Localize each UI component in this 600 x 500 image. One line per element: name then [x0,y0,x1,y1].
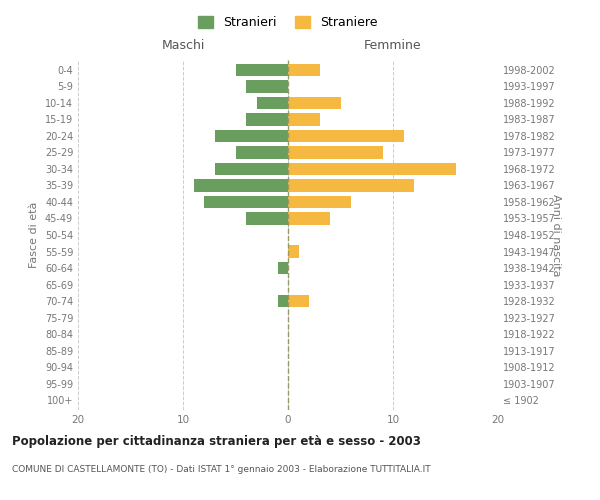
Bar [193,180,288,192]
Bar [246,80,288,92]
Legend: Stranieri, Straniere: Stranieri, Straniere [193,11,383,34]
Bar [215,163,288,175]
Bar [277,295,288,307]
Text: Maschi: Maschi [161,38,205,52]
Bar [277,262,288,274]
Bar [204,196,288,208]
Bar [257,96,288,109]
Text: Popolazione per cittadinanza straniera per età e sesso - 2003: Popolazione per cittadinanza straniera p… [12,435,421,448]
Bar [235,64,288,76]
Bar [246,113,288,126]
Bar [288,212,330,224]
Bar [288,163,456,175]
Y-axis label: Anni di nascita: Anni di nascita [551,194,561,276]
Text: Femmine: Femmine [364,38,422,52]
Bar [288,196,351,208]
Bar [288,146,383,158]
Bar [215,130,288,142]
Bar [288,295,309,307]
Y-axis label: Fasce di età: Fasce di età [29,202,39,268]
Bar [246,212,288,224]
Bar [288,113,320,126]
Bar [288,246,299,258]
Text: COMUNE DI CASTELLAMONTE (TO) - Dati ISTAT 1° gennaio 2003 - Elaborazione TUTTITA: COMUNE DI CASTELLAMONTE (TO) - Dati ISTA… [12,465,431,474]
Bar [288,180,414,192]
Bar [288,96,341,109]
Bar [288,64,320,76]
Bar [235,146,288,158]
Bar [288,130,404,142]
